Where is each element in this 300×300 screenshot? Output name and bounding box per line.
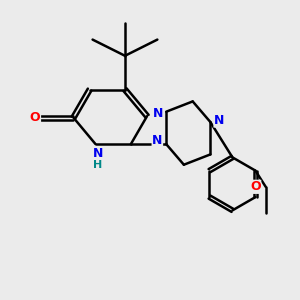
Text: O: O <box>30 111 40 124</box>
Text: N: N <box>92 147 103 160</box>
Text: N: N <box>152 134 163 147</box>
Text: N: N <box>214 114 224 127</box>
Text: O: O <box>250 180 261 193</box>
Text: H: H <box>93 160 102 170</box>
Text: N: N <box>153 107 164 120</box>
